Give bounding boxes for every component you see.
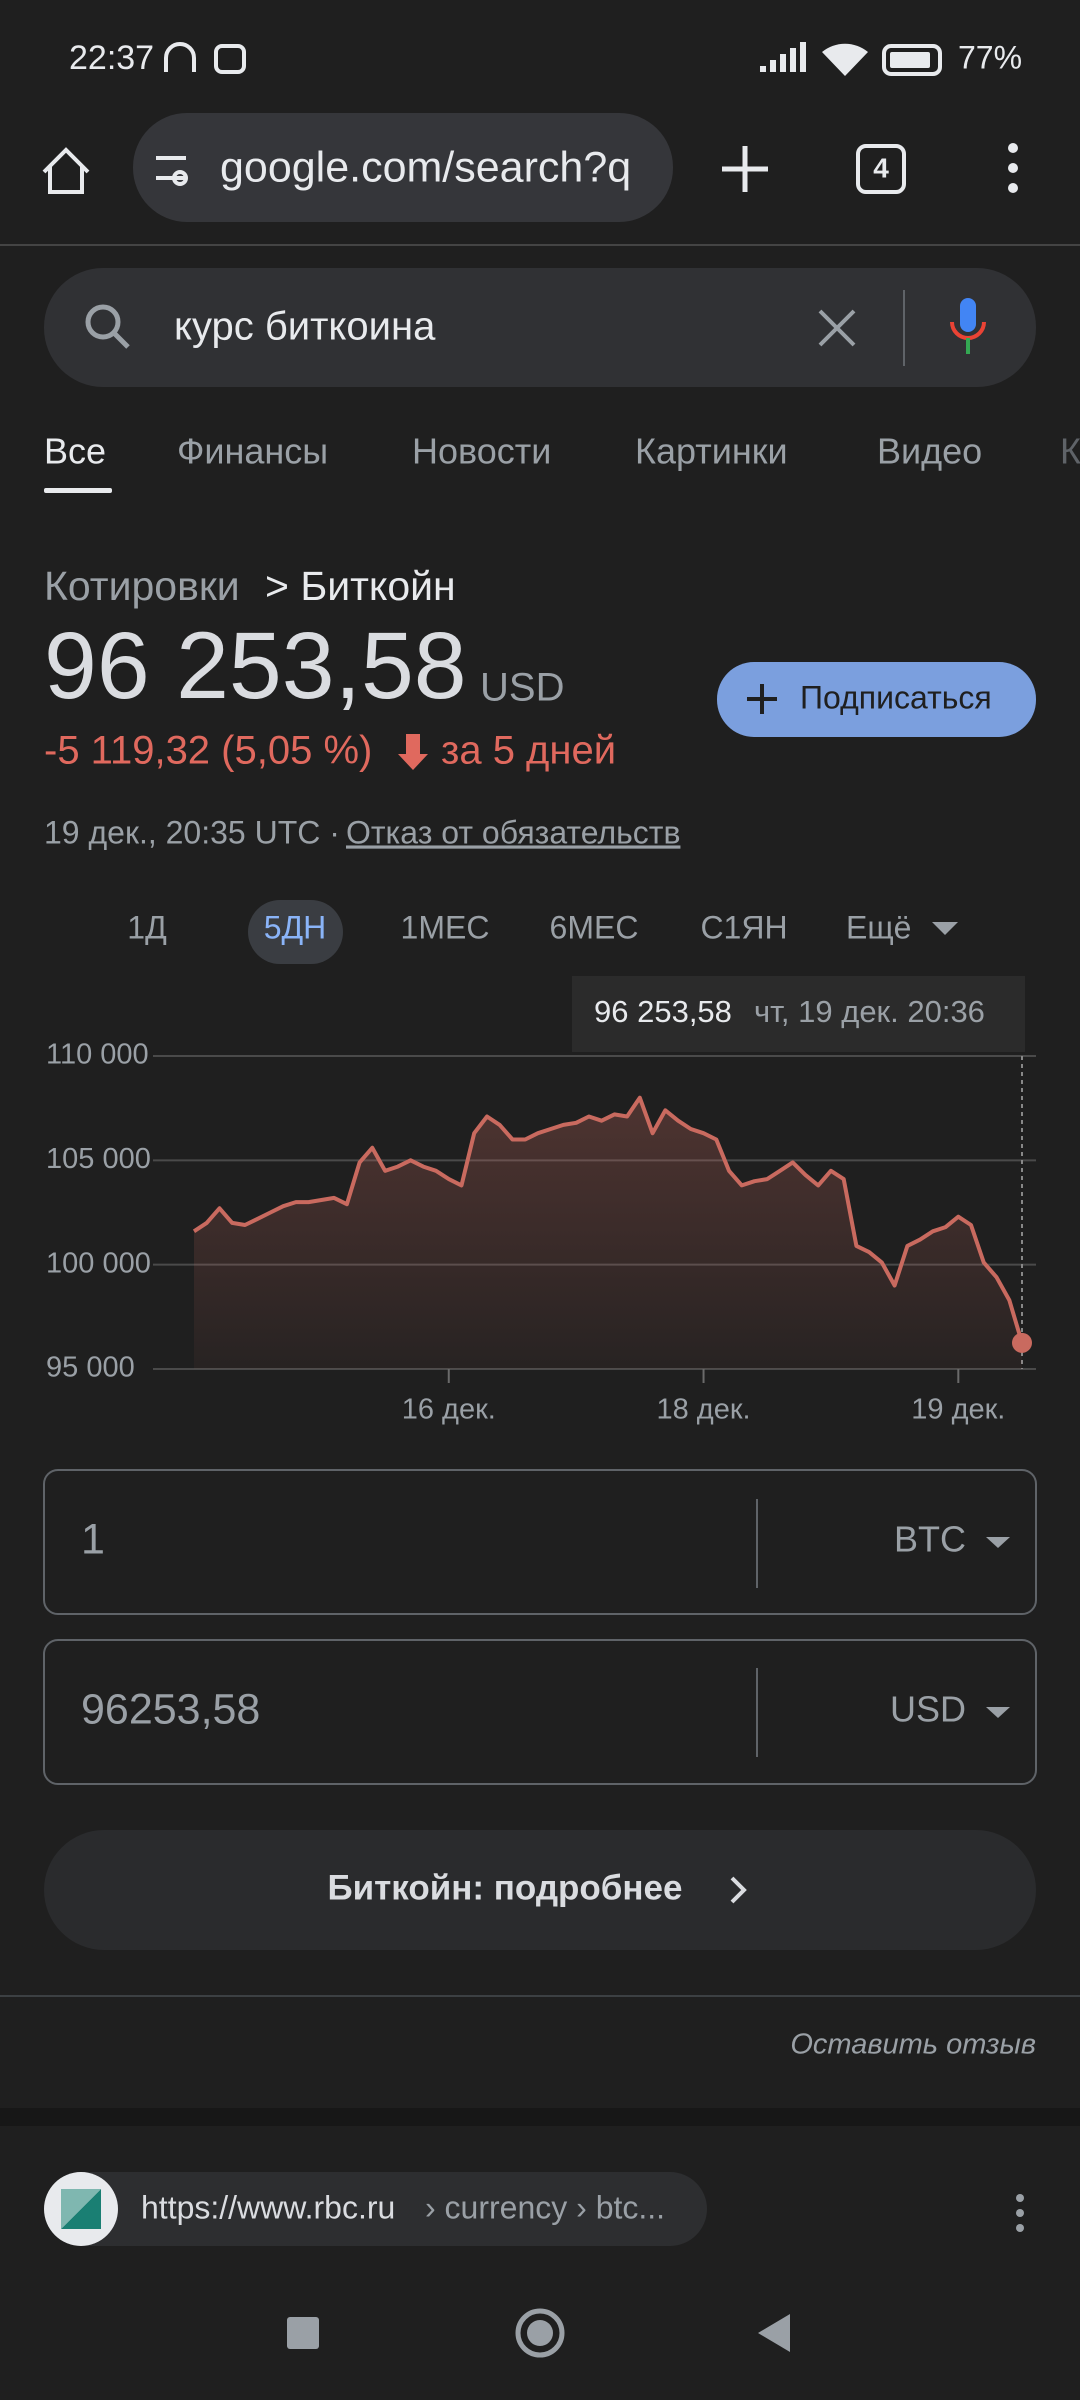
y-tick-label: 110 000	[46, 1039, 149, 1071]
mic-button[interactable]	[950, 298, 986, 354]
url-bar[interactable]	[133, 113, 673, 222]
result-path[interactable]: › currency › btc...	[425, 2189, 665, 2225]
y-tick-label: 105 000	[46, 1143, 151, 1175]
price: 96 253,58	[44, 613, 467, 719]
unit-dropdown-arrow	[986, 1537, 1010, 1548]
notification-icon	[214, 44, 246, 74]
range-button[interactable]: 1МЕС	[401, 909, 490, 945]
result-url[interactable]: https://www.rbc.ru	[141, 2189, 395, 2225]
more-button-label[interactable]: Биткойн: подробнее	[327, 1868, 682, 1907]
range-more[interactable]: Ещё	[846, 909, 911, 945]
tab-switcher[interactable]	[856, 144, 906, 194]
tab[interactable]: К	[1060, 431, 1080, 472]
back-button[interactable]	[758, 2314, 790, 2352]
breadcrumb-child: > Биткойн	[265, 563, 456, 609]
favicon-mark	[61, 2189, 101, 2229]
disclaimer-link[interactable]: Отказ от обязательств	[346, 814, 680, 850]
tooltip-time: чт, 19 дек. 20:36	[754, 994, 985, 1029]
search-query[interactable]: курс биткоина	[174, 305, 436, 349]
headphones-icon	[164, 42, 196, 72]
menu-button[interactable]	[1008, 143, 1018, 193]
search-icon-handle	[112, 331, 130, 349]
range-button[interactable]: С1ЯН	[700, 909, 787, 945]
down-arrow	[398, 734, 428, 770]
unit-dropdown-arrow	[986, 1707, 1010, 1718]
tab[interactable]: Новости	[412, 431, 551, 472]
chart: 95 000 100 000 105 000 110 000 16 дек. 18 дек…	[46, 1039, 1036, 1426]
unit-select[interactable]: BTC	[894, 1519, 966, 1560]
y-tick-label: 100 000	[46, 1247, 151, 1279]
tab[interactable]: Финансы	[177, 431, 328, 472]
range-button[interactable]: 6МЕС	[550, 909, 639, 945]
section-gap	[0, 2108, 1080, 2126]
range-selected-bg	[248, 900, 343, 964]
converter-row	[43, 1639, 1037, 1785]
status-icons	[164, 42, 246, 74]
y-tick-label: 95 000	[46, 1352, 135, 1384]
feedback-link[interactable]: Оставить отзыв	[790, 2029, 1036, 2061]
tooltip	[572, 976, 1025, 1052]
range-button[interactable]: 5ДН	[264, 909, 327, 945]
result-menu[interactable]	[1016, 2194, 1024, 2232]
home-button[interactable]	[42, 147, 90, 194]
home-nav-dot	[527, 2320, 553, 2346]
search-icon	[85, 304, 121, 340]
more-button[interactable]	[44, 1830, 1036, 1950]
converter-row	[43, 1469, 1037, 1615]
tab[interactable]: Все	[44, 431, 106, 472]
line	[192, 1095, 1024, 1344]
result-link[interactable]	[46, 2172, 707, 2246]
dropdown-arrow	[932, 922, 958, 935]
last-point	[1012, 1332, 1032, 1353]
plus-icon	[747, 684, 777, 714]
unit-select[interactable]: USD	[890, 1689, 966, 1730]
change-period: за 5 дней	[441, 729, 616, 773]
tab[interactable]: Видео	[877, 431, 982, 472]
home-nav-button[interactable]	[515, 2308, 565, 2358]
subscribe-label[interactable]: Подписаться	[800, 679, 992, 715]
new-tab-button[interactable]	[722, 146, 768, 192]
wifi-icon	[822, 43, 868, 76]
amount-input[interactable]: 96253,58	[81, 1685, 260, 1733]
amount-input[interactable]: 1	[81, 1515, 105, 1563]
range-button[interactable]: 1Д	[127, 909, 167, 945]
clear-button[interactable]	[818, 309, 856, 347]
active-tab-indicator	[44, 488, 112, 493]
x-tick-label: 16 дек.	[402, 1394, 496, 1426]
status-time: 22:37	[69, 39, 154, 77]
battery-level	[890, 52, 930, 68]
tab[interactable]: Картинки	[635, 431, 788, 472]
x-tick-label: 19 дек.	[911, 1394, 1005, 1426]
breadcrumb-parent[interactable]: Котировки	[44, 563, 240, 609]
tooltip-value: 96 253,58	[594, 994, 732, 1029]
timestamp: 19 дек., 20:35 UTC ·	[44, 814, 340, 850]
battery-percent: 77%	[958, 39, 1022, 75]
subscribe-button[interactable]	[717, 662, 1036, 737]
search-box[interactable]	[44, 268, 1036, 387]
battery-icon	[882, 44, 942, 76]
tab-count: 4	[873, 152, 889, 183]
url-text[interactable]: google.com/search?q	[220, 143, 631, 191]
price-change: -5 119,32 (5,05 %)	[44, 729, 372, 773]
currency: USD	[480, 666, 564, 710]
recents-button[interactable]	[287, 2317, 319, 2349]
chevron	[730, 1876, 747, 1904]
signal-icon	[760, 42, 806, 72]
site-settings-icon[interactable]	[156, 156, 188, 186]
x-tick-label: 18 дек.	[656, 1394, 750, 1426]
